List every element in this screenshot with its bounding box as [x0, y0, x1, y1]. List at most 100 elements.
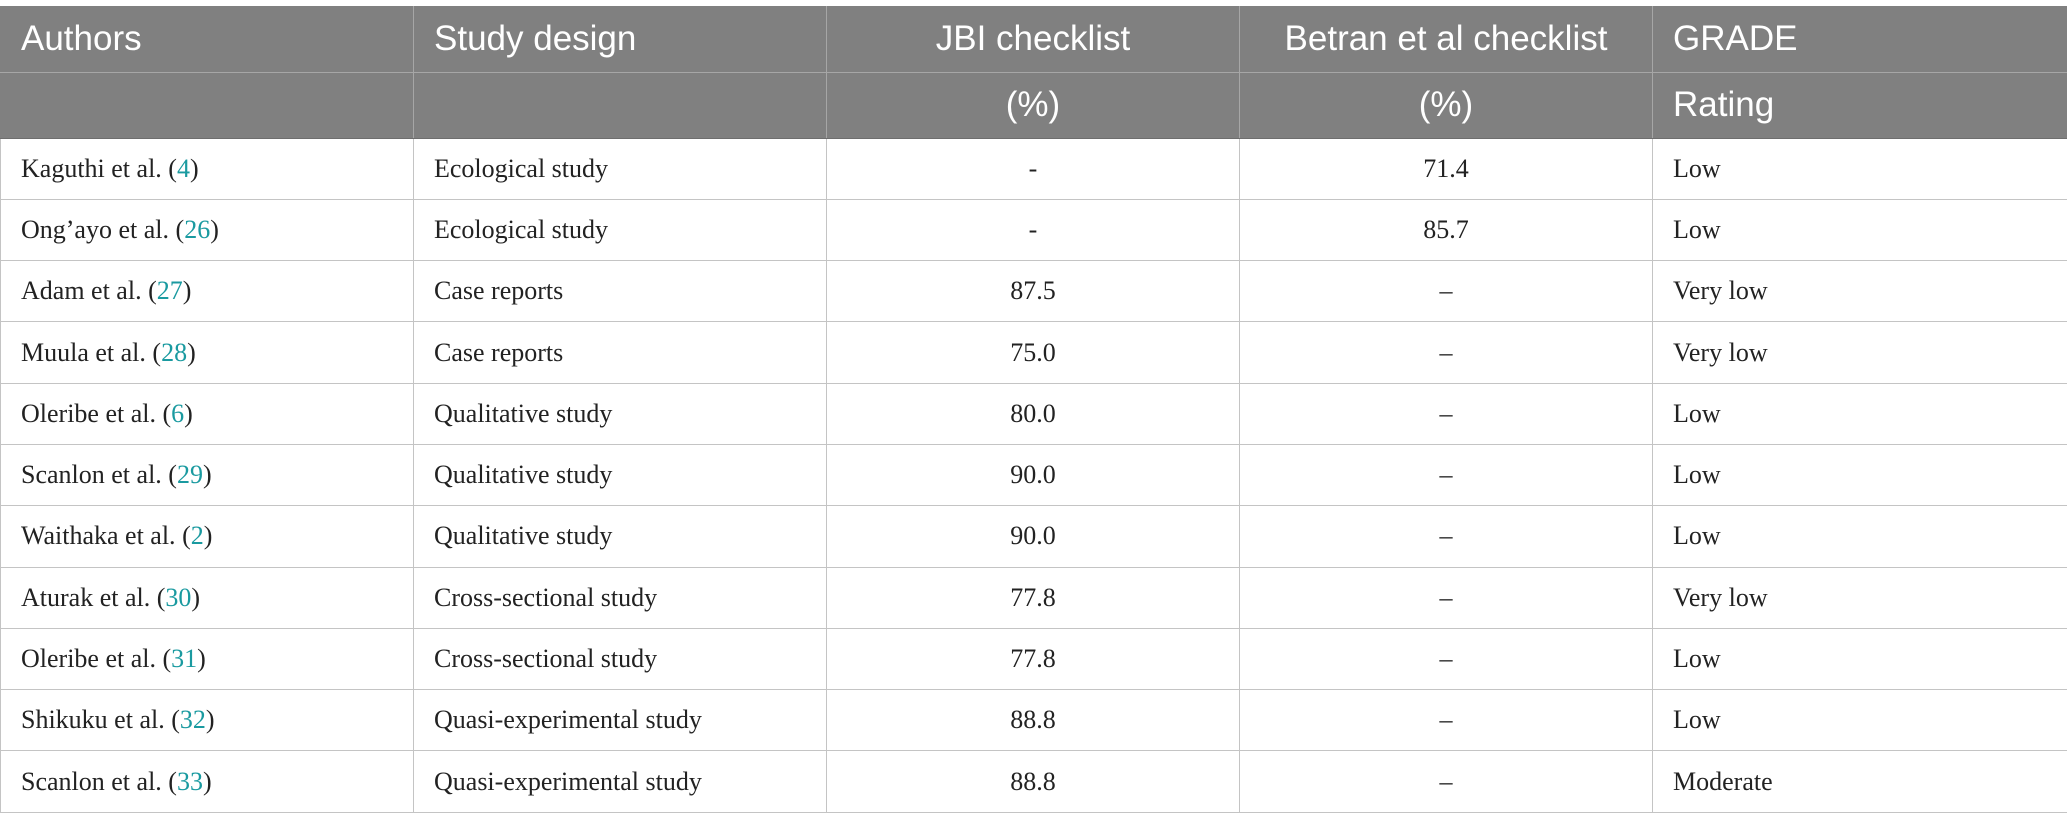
header-row: (%) (%) Rating — [0, 72, 2067, 139]
jbi-score-cell: 90.0 — [826, 505, 1240, 568]
grade-rating-cell: Moderate — [1652, 750, 2067, 813]
header-jbi-unit: (%) — [826, 72, 1240, 139]
betran-score-cell: – — [1239, 750, 1653, 813]
author-name: Kaguthi et al. — [21, 153, 162, 183]
jbi-score-cell: 77.8 — [826, 566, 1240, 629]
quality-assessment-table: Authors Study design JBI checklist Betra… — [0, 6, 2067, 813]
grade-rating-cell: Very low — [1652, 321, 2067, 384]
grade-rating-cell: Low — [1652, 382, 2067, 445]
header-grade: GRADE — [1652, 6, 2067, 73]
jbi-score-cell: 88.8 — [826, 689, 1240, 752]
header-grade-rating: Rating — [1652, 72, 2067, 139]
betran-score-cell: – — [1239, 566, 1653, 629]
author-name: Aturak et al. — [21, 582, 151, 612]
author-cell: Waithaka et al. (2) — [0, 505, 414, 568]
study-design-cell: Quasi-experimental study — [413, 750, 827, 813]
study-design-cell: Qualitative study — [413, 505, 827, 568]
header-authors-sub — [0, 72, 414, 139]
author-cell: Kaguthi et al. (4) — [0, 137, 414, 200]
header-study-design: Study design — [413, 6, 827, 73]
author-cell: Muula et al. (28) — [0, 321, 414, 384]
betran-score-cell: 85.7 — [1239, 198, 1653, 262]
grade-rating-cell: Low — [1652, 443, 2067, 507]
reference-link[interactable]: 27 — [156, 276, 183, 306]
betran-score-cell: – — [1239, 689, 1653, 752]
betran-score-cell: – — [1239, 627, 1653, 691]
study-design-cell: Qualitative study — [413, 443, 827, 507]
study-design-cell: Cross-sectional study — [413, 627, 827, 691]
header-betran-unit: (%) — [1239, 72, 1653, 139]
author-cell: Aturak et al. (30) — [0, 566, 414, 629]
table-row: Shikuku et al. (32) Quasi-experimental s… — [0, 689, 2067, 752]
author-name: Shikuku et al. — [21, 705, 165, 735]
table-row: Scanlon et al. (33) Quasi-experimental s… — [0, 750, 2067, 813]
grade-rating-cell: Low — [1652, 137, 2067, 200]
study-design-cell: Quasi-experimental study — [413, 689, 827, 752]
reference-link[interactable]: 2 — [190, 521, 204, 551]
betran-score-cell: – — [1239, 443, 1653, 507]
author-name: Ong’ayo et al. — [21, 214, 170, 244]
jbi-score-cell: 75.0 — [826, 321, 1240, 384]
author-name: Scanlon et al. — [21, 460, 162, 490]
jbi-score-cell: - — [826, 137, 1240, 200]
table-row: Kaguthi et al. (4) Ecological study - 71… — [0, 137, 2067, 200]
reference-link[interactable]: 4 — [176, 153, 190, 183]
study-design-cell: Ecological study — [413, 137, 827, 200]
jbi-score-cell: 90.0 — [826, 443, 1240, 507]
study-design-cell: Case reports — [413, 260, 827, 323]
author-name: Adam et al. — [21, 276, 142, 306]
table-row: Oleribe et al. (6) Qualitative study 80.… — [0, 382, 2067, 445]
author-cell: Oleribe et al. (6) — [0, 382, 414, 445]
betran-score-cell: 71.4 — [1239, 137, 1653, 200]
table-body: Kaguthi et al. (4) Ecological study - 71… — [0, 137, 2067, 813]
betran-score-cell: – — [1239, 321, 1653, 384]
header-jbi-checklist: JBI checklist — [826, 6, 1240, 73]
table-row: Scanlon et al. (29) Qualitative study 90… — [0, 443, 2067, 507]
jbi-score-cell: 88.8 — [826, 750, 1240, 813]
header-study-design-sub — [413, 72, 827, 139]
reference-link[interactable]: 29 — [176, 460, 203, 490]
study-design-cell: Case reports — [413, 321, 827, 384]
betran-score-cell: – — [1239, 260, 1653, 323]
author-cell: Oleribe et al. (31) — [0, 627, 414, 691]
grade-rating-cell: Low — [1652, 627, 2067, 691]
jbi-score-cell: 77.8 — [826, 627, 1240, 691]
author-cell: Scanlon et al. (29) — [0, 443, 414, 507]
table-row: Adam et al. (27) Case reports 87.5 – Ver… — [0, 260, 2067, 323]
reference-link[interactable]: 31 — [171, 644, 198, 674]
author-name: Oleribe et al. — [21, 644, 156, 674]
grade-rating-cell: Low — [1652, 198, 2067, 262]
reference-link[interactable]: 6 — [171, 398, 185, 428]
study-design-cell: Ecological study — [413, 198, 827, 262]
table-row: Waithaka et al. (2) Qualitative study 90… — [0, 505, 2067, 568]
header-betran-checklist: Betran et al checklist — [1239, 6, 1653, 73]
reference-link[interactable]: 32 — [179, 705, 206, 735]
grade-rating-cell: Low — [1652, 505, 2067, 568]
reference-link[interactable]: 28 — [161, 337, 188, 367]
author-cell: Scanlon et al. (33) — [0, 750, 414, 813]
reference-link[interactable]: 33 — [176, 766, 203, 796]
study-design-cell: Cross-sectional study — [413, 566, 827, 629]
study-design-cell: Qualitative study — [413, 382, 827, 445]
author-cell: Shikuku et al. (32) — [0, 689, 414, 752]
table-header: Authors Study design JBI checklist Betra… — [0, 6, 2067, 139]
betran-score-cell: – — [1239, 505, 1653, 568]
grade-rating-cell: Very low — [1652, 566, 2067, 629]
author-name: Oleribe et al. — [21, 398, 156, 428]
betran-score-cell: – — [1239, 382, 1653, 445]
jbi-score-cell: 87.5 — [826, 260, 1240, 323]
jbi-score-cell: - — [826, 198, 1240, 262]
reference-link[interactable]: 26 — [184, 214, 211, 244]
reference-link[interactable]: 30 — [165, 582, 192, 612]
header-authors: Authors — [0, 6, 414, 73]
author-name: Muula et al. — [21, 337, 146, 367]
table-row: Muula et al. (28) Case reports 75.0 – Ve… — [0, 321, 2067, 384]
author-cell: Ong’ayo et al. (26) — [0, 198, 414, 262]
table-row: Aturak et al. (30) Cross-sectional study… — [0, 566, 2067, 629]
grade-rating-cell: Very low — [1652, 260, 2067, 323]
table-row: Oleribe et al. (31) Cross-sectional stud… — [0, 627, 2067, 691]
author-cell: Adam et al. (27) — [0, 260, 414, 323]
author-name: Scanlon et al. — [21, 766, 162, 796]
table-row: Ong’ayo et al. (26) Ecological study - 8… — [0, 198, 2067, 262]
jbi-score-cell: 80.0 — [826, 382, 1240, 445]
